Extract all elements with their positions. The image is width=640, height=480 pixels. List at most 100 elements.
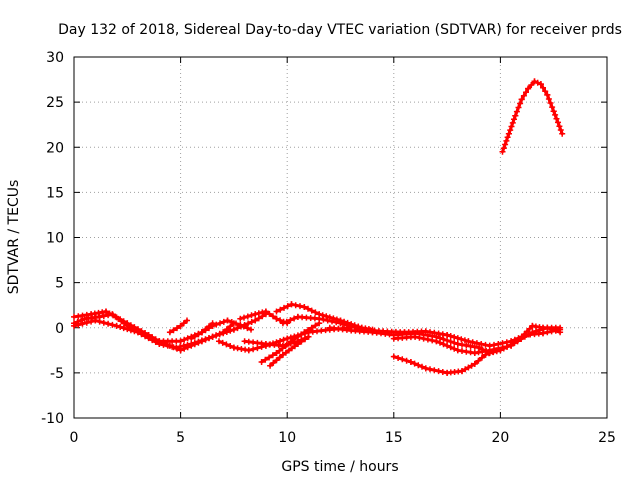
data-point-marker [462,366,469,373]
data-point-marker [512,112,519,119]
y-axis-label: SDTVAR / TECUs [6,180,22,295]
data-point-marker [273,315,280,322]
data-point-marker [191,339,198,346]
data-point-marker [224,317,231,324]
data-point-marker [269,352,276,359]
data-point-marker [255,315,262,322]
data-point-marker [120,318,127,325]
data-point-marker [177,338,184,345]
data-point-marker [188,341,195,347]
data-point-marker [288,301,295,308]
data-point-marker [100,313,107,319]
series-trace-9 [267,333,312,369]
series-trace-14 [390,322,564,356]
data-point-marker [437,339,443,346]
data-point-marker [244,325,251,332]
x-axis-label: GPS time / hours [281,459,398,475]
data-point-marker [219,339,226,346]
data-point-marker [489,348,496,355]
data-point-marker [276,354,283,361]
data-point-marker [117,324,124,330]
data-point-marker [461,337,468,344]
data-point-marker [537,81,544,88]
data-point-marker [301,304,308,310]
data-point-marker [337,320,344,327]
series-line [501,79,564,154]
data-point-marker [259,309,266,316]
series-trace-10 [237,308,291,327]
x-tick-label: 20 [491,430,509,446]
data-point-marker [451,339,458,346]
y-tick-label: 0 [55,321,64,337]
data-point-marker [500,145,507,152]
data-point-marker [465,364,472,371]
data-point-marker [142,333,149,340]
data-point-marker [217,320,223,327]
data-point-marker [88,318,95,325]
data-point-marker [312,322,319,329]
data-point-marker [270,313,276,320]
data-point-marker [411,360,418,367]
data-point-marker [227,327,234,334]
data-point-marker [552,111,559,118]
data-point-marker [105,320,112,327]
y-tick-label: 10 [46,231,64,247]
data-point-marker [71,322,77,329]
data-point-marker [297,303,303,310]
data-point-marker [544,91,551,98]
data-point-marker [469,339,476,346]
data-point-marker [287,317,294,324]
data-point-marker [273,308,280,315]
data-point-marker [198,329,205,336]
data-point-marker [305,333,312,340]
data-point-marker [202,336,209,343]
data-point-marker [545,96,552,102]
data-point-marker [550,108,557,115]
data-point-marker [288,338,295,345]
data-point-marker [227,343,234,349]
data-point-marker [92,317,99,324]
data-point-marker [320,316,327,323]
data-point-marker [131,328,138,335]
data-point-marker [459,368,465,375]
data-point-marker [124,326,131,333]
data-point-marker [250,346,257,353]
data-point-marker [333,319,340,326]
data-point-marker [180,320,187,327]
data-point-marker [266,354,273,361]
data-point-marker [511,339,518,346]
data-point-marker [316,315,323,322]
data-point-marker [96,318,103,325]
data-point-marker [220,330,227,337]
data-point-marker [294,333,301,340]
data-point-marker [403,357,410,364]
data-point-marker [395,355,402,361]
data-point-marker [188,335,195,342]
data-point-marker [473,340,480,347]
y-tick-label: 30 [46,50,64,66]
data-point-marker [294,341,301,347]
chart-title: Day 132 of 2018, Sidereal Day-to-day VTE… [58,22,622,38]
data-point-marker [213,321,220,328]
data-point-marker [511,116,517,123]
data-point-marker [75,321,82,328]
y-tick-label: -5 [50,366,64,382]
data-point-marker [424,336,431,343]
data-point-marker [223,329,230,335]
data-point-marker [302,336,308,343]
data-point-marker [177,322,184,329]
y-tick-label: 20 [46,140,64,156]
data-point-marker [508,123,515,130]
data-point-marker [248,312,255,319]
data-point-marker [515,104,522,111]
data-point-marker [248,326,254,333]
data-point-marker [191,333,198,340]
data-point-marker [557,324,564,331]
data-point-marker [273,357,280,364]
data-point-marker [113,322,120,329]
series-line [72,312,236,352]
data-point-marker [120,325,127,332]
data-point-marker [454,335,461,342]
data-point-marker [216,331,223,338]
